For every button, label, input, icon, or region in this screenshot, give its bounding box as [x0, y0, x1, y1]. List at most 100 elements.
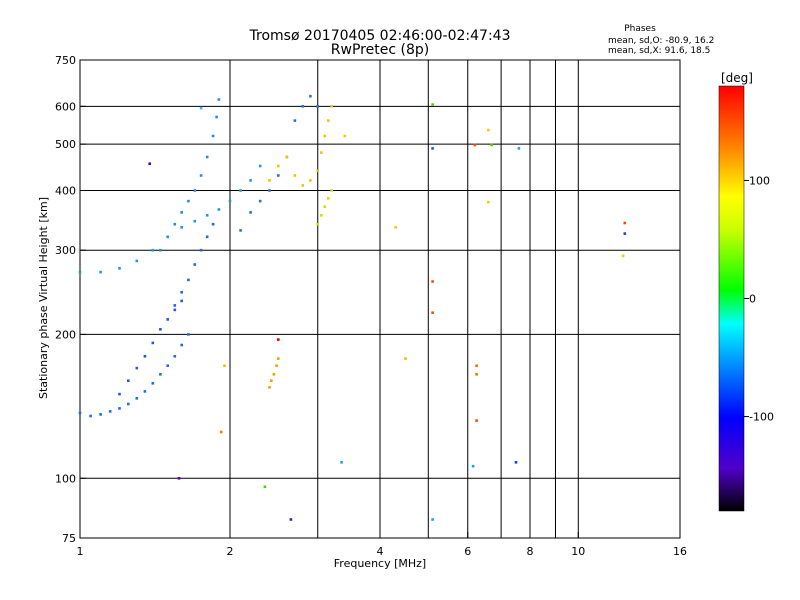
isolated-point — [404, 357, 407, 360]
trace-point — [205, 155, 209, 159]
trace-point — [199, 174, 203, 177]
y-tick-label: 750 — [55, 54, 76, 67]
trace-point — [173, 308, 177, 312]
trace-point — [215, 115, 218, 119]
trace-point — [320, 214, 323, 217]
trace-point — [135, 259, 139, 263]
isolated-point — [199, 106, 203, 110]
data-points — [78, 94, 627, 521]
trace-point — [330, 189, 333, 192]
isolated-point — [431, 311, 434, 314]
trace-point — [268, 179, 271, 182]
trace-point — [316, 169, 319, 172]
isolated-point — [487, 128, 490, 132]
isolated-point — [517, 147, 521, 150]
isolated-point — [263, 485, 267, 489]
trace-point — [217, 98, 221, 101]
trace-point — [187, 199, 190, 203]
isolated-point — [223, 364, 226, 367]
y-tick-label: 400 — [55, 184, 76, 197]
x-tick-label: 1 — [77, 545, 84, 558]
trace-point — [277, 174, 280, 177]
trace-point — [193, 189, 197, 192]
y-tick-label: 300 — [55, 244, 76, 257]
isolated-point — [177, 477, 181, 480]
y-tick-label: 75 — [62, 532, 76, 545]
trace-point — [228, 199, 232, 203]
isolated-point — [473, 143, 477, 147]
trace-point — [78, 270, 82, 274]
trace-point — [205, 235, 209, 239]
trace-point — [187, 333, 190, 336]
trace-point — [309, 179, 312, 182]
trace-point — [166, 364, 169, 367]
trace-point — [118, 267, 121, 270]
isolated-point — [487, 200, 490, 204]
trace-point — [316, 222, 319, 226]
trace-point — [99, 270, 102, 274]
trace-point — [135, 366, 139, 370]
isolated-point — [277, 338, 280, 341]
trace-point — [301, 184, 305, 187]
trace-point — [211, 134, 215, 138]
trace-point — [272, 373, 276, 376]
trace-point — [268, 386, 271, 389]
trace-point — [217, 208, 221, 211]
isolated-point — [431, 518, 434, 521]
isolated-point — [621, 254, 625, 258]
y-tick-label: 100 — [55, 472, 76, 485]
x-tick-label: 4 — [377, 545, 384, 558]
colorbar-tick-label: 100 — [749, 174, 770, 187]
trace-point — [89, 414, 92, 418]
trace-point — [159, 328, 162, 331]
chart-subtitle: RwPretec (8p) — [331, 42, 429, 58]
trace-point — [180, 343, 183, 347]
trace-point — [193, 263, 197, 266]
colorbar-label: [deg] — [721, 71, 753, 85]
isolated-point — [343, 134, 347, 138]
trace-point — [301, 105, 305, 108]
trace-point — [327, 197, 330, 200]
stats-line-o: mean, sd,O: -80.9, 16.2 — [608, 36, 714, 46]
isolated-point — [475, 419, 478, 422]
trace-point — [268, 189, 271, 192]
trace-point — [277, 357, 280, 360]
x-tick-label: 8 — [527, 545, 534, 558]
x-axis-title: Frequency [MHz] — [334, 557, 426, 570]
trace-point — [270, 379, 273, 382]
stats-line-x: mean, sd,X: 91.6, 18.5 — [608, 46, 710, 56]
trace-point — [327, 119, 330, 122]
isolated-point — [475, 364, 478, 367]
axis-ticks: 1 2 4 6 8 10 16 75 100 200 300 400 500 600 750 — [55, 54, 687, 558]
trace-point — [180, 299, 183, 303]
isolated-point — [219, 430, 223, 434]
grid-lines — [80, 60, 680, 538]
trace-point — [135, 397, 139, 400]
trace-point — [143, 390, 147, 393]
trace-point — [258, 164, 262, 168]
isolated-point — [475, 373, 478, 376]
trace-point — [249, 179, 252, 182]
trace-point — [330, 105, 333, 108]
trace-point — [143, 355, 147, 358]
trace-point — [173, 222, 177, 226]
isolated-point — [623, 221, 627, 225]
trace-point — [151, 341, 155, 345]
trace-point — [118, 392, 121, 396]
trace-point — [173, 355, 177, 358]
isolated-point — [394, 226, 397, 229]
trace-point — [323, 205, 327, 208]
trace-point — [78, 411, 82, 415]
x-tick-label: 6 — [464, 545, 471, 558]
trace-point — [180, 211, 183, 214]
isolated-point — [431, 103, 434, 106]
y-tick-label: 500 — [55, 138, 76, 151]
trace-point — [205, 214, 209, 217]
x-tick-label: 16 — [673, 545, 687, 558]
isolated-point — [514, 461, 518, 464]
isolated-point — [431, 280, 434, 283]
trace-point — [249, 211, 252, 214]
y-axis-title: Stationary phase Virtual Height [km] — [37, 197, 50, 399]
x-tick-label: 10 — [571, 545, 585, 558]
